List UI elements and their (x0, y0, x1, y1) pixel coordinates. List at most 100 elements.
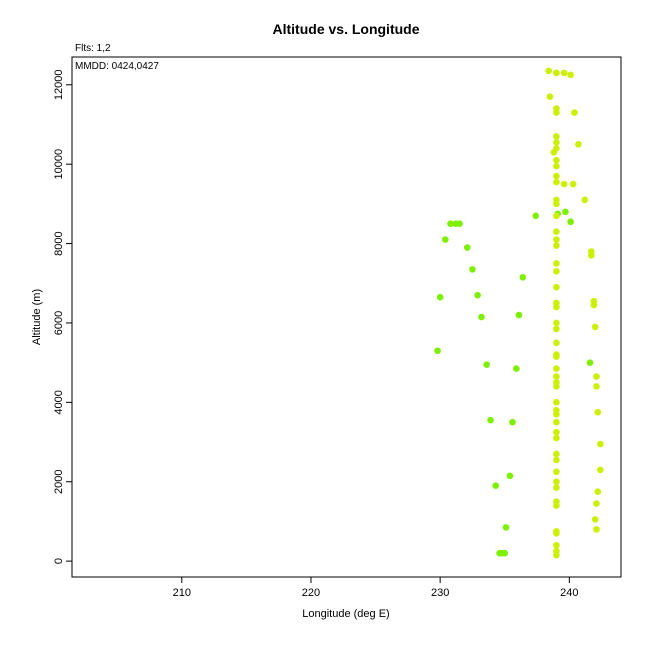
y-axis-label: Altitude (m) (31, 289, 43, 345)
data-point (575, 141, 582, 148)
data-point (553, 178, 560, 186)
data-point (560, 69, 568, 77)
plot-frame (71, 56, 622, 578)
x-tick-label: 210 (173, 587, 191, 599)
data-point (553, 551, 560, 559)
data-point (532, 212, 540, 220)
data-point (553, 69, 560, 77)
data-point (591, 323, 599, 331)
data-point (560, 180, 568, 188)
data-point (594, 408, 602, 416)
data-point (553, 418, 560, 426)
data-point (553, 478, 560, 486)
data-point (553, 468, 560, 476)
data-point (597, 466, 604, 474)
data-point (593, 373, 600, 380)
data-point (478, 313, 485, 321)
data-point (593, 383, 600, 390)
data-point (553, 133, 560, 140)
data-point (553, 242, 560, 249)
data-point (553, 502, 560, 509)
data-point (553, 434, 560, 442)
data-point (553, 383, 560, 390)
data-point (553, 365, 560, 372)
data-point (456, 220, 463, 228)
data-point (586, 359, 594, 366)
data-point (593, 526, 600, 533)
x-axis: 210 220 230 240 (173, 576, 579, 599)
data-point (483, 361, 490, 368)
data-point (581, 196, 589, 204)
y-tick-label: 4000 (53, 390, 65, 414)
data-point (553, 541, 560, 549)
y-tick-label: 0 (53, 558, 65, 564)
data-point (597, 440, 604, 448)
data-point (463, 244, 471, 251)
data-point (553, 162, 560, 170)
data-point (434, 347, 441, 355)
y-tick-label: 8000 (53, 231, 65, 255)
data-point (553, 283, 560, 291)
data-point (553, 236, 560, 243)
data-point (553, 268, 560, 275)
data-point (553, 212, 560, 220)
x-tick-label: 220 (302, 587, 320, 599)
data-point (594, 488, 602, 495)
y-tick-label: 6000 (53, 311, 65, 335)
data-point (501, 549, 509, 557)
data-point (571, 109, 578, 116)
data-point (509, 418, 516, 426)
data-point (553, 325, 560, 333)
data-point (591, 516, 599, 523)
data-point (553, 399, 560, 406)
y-tick-label: 10000 (53, 149, 65, 180)
data-point (569, 180, 577, 188)
data-point (553, 156, 560, 164)
data-point (447, 220, 454, 228)
y-axis: 0 2000 4000 6000 8000 10000 12000 (53, 69, 73, 564)
data-point (553, 428, 560, 436)
data-point (519, 274, 527, 281)
dates-annotation: MMDD: 0424,0427 (75, 61, 159, 72)
data-point (553, 139, 560, 146)
y-tick-label: 12000 (53, 69, 65, 100)
data-point (469, 266, 476, 273)
x-tick-label: 240 (560, 587, 578, 599)
x-tick-label: 230 (431, 587, 449, 599)
data-point (590, 301, 598, 309)
data-point (553, 410, 560, 418)
y-tick-label: 2000 (53, 469, 65, 493)
data-point (506, 472, 514, 480)
data-point (553, 456, 560, 464)
data-point (474, 291, 481, 299)
data-point (553, 339, 560, 347)
data-point (513, 365, 520, 372)
data-point (436, 293, 444, 301)
x-axis-label: Longitude (deg E) (302, 608, 389, 620)
flights-annotation: Flts: 1,2 (75, 43, 111, 54)
data-point (502, 524, 510, 531)
data-point (546, 93, 554, 100)
data-point (587, 248, 595, 255)
data-point (553, 484, 560, 491)
data-point (492, 482, 499, 490)
data-point (562, 208, 569, 216)
data-point (553, 319, 560, 327)
data-point (515, 311, 523, 319)
data-point (553, 373, 560, 380)
data-point (553, 530, 560, 537)
chart-title: Altitude vs. Longitude (273, 21, 420, 37)
data-point (553, 144, 560, 152)
data-points (434, 67, 604, 559)
data-point (553, 200, 560, 208)
data-point (567, 71, 574, 79)
data-point (553, 450, 560, 458)
data-point (553, 303, 560, 311)
data-point (593, 500, 600, 507)
data-point (487, 416, 494, 424)
data-point (553, 260, 560, 267)
data-point (567, 218, 574, 226)
data-point (553, 172, 560, 180)
